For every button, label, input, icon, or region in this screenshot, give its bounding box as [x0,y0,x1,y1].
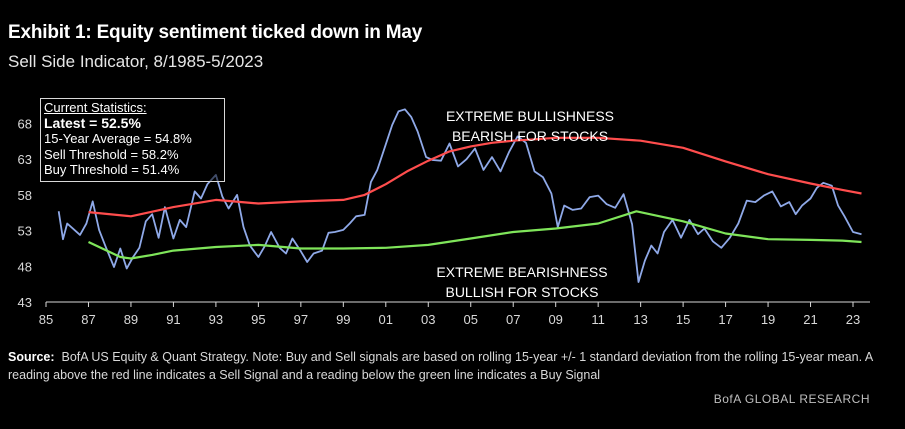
x-tick-label: 19 [761,312,775,327]
y-tick-label: 53 [18,224,32,239]
y-tick-label: 58 [18,188,32,203]
x-tick-label: 03 [421,312,435,327]
x-tick-label: 85 [39,312,53,327]
x-tick-label: 07 [506,312,520,327]
x-tick-label: 13 [633,312,647,327]
source-note: Source: BofA US Equity & Quant Strategy.… [8,348,888,384]
x-tick-label: 97 [294,312,308,327]
source-text: BofA US Equity & Quant Strategy. Note: B… [8,350,873,382]
y-tick-label: 63 [18,152,32,167]
annotation-bearish-line1: EXTREME BEARISHNESS [436,264,607,280]
stats-buy-threshold: Buy Threshold = 51.4% [44,162,180,177]
x-tick-label: 99 [336,312,350,327]
x-tick-label: 95 [251,312,265,327]
exhibit-subtitle: Sell Side Indicator, 8/1985-5/2023 [8,52,264,71]
y-tick-label: 68 [18,117,32,132]
series-group [57,108,862,283]
x-tick-label: 01 [379,312,393,327]
indicator-line [57,108,862,283]
stats-sell-threshold: Sell Threshold = 58.2% [44,146,179,162]
y-tick-label: 43 [18,295,32,310]
annotation-bearish-line2: BULLISH FOR STOCKS [445,284,598,300]
annotation-bullish-line2: BEARISH FOR STOCKS [452,128,608,144]
x-tick-label: 23 [846,312,860,327]
sell-threshold-line [88,136,862,218]
stats-heading: Current Statistics: [44,100,147,115]
x-tick-label: 17 [718,312,732,327]
x-tick-label: 09 [548,312,562,327]
stats-latest: Latest = 52.5% [44,114,141,131]
current-statistics-box: Current Statistics: Latest = 52.5% 15-Ye… [40,98,225,182]
x-axis-ticks: 85 87 89 91 93 95 97 99 01 03 05 07 09 11 13 15 17 19 21 23 [39,302,860,327]
brand-footer: BofA GLOBAL RESEARCH [713,392,870,406]
x-tick-label: 89 [124,312,138,327]
exhibit-title: Exhibit 1: Equity sentiment ticked down … [8,22,423,43]
x-tick-label: 05 [464,312,478,327]
y-axis-ticks: 43 48 53 58 63 68 [18,117,32,310]
x-tick-label: 91 [166,312,180,327]
x-tick-label: 87 [81,312,95,327]
buy-threshold-line [88,210,862,260]
source-label: Source: [8,350,55,364]
y-tick-label: 48 [18,259,32,274]
x-tick-label: 93 [209,312,223,327]
stats-15yr-average: 15-Year Average = 54.8% [44,131,192,146]
chart-canvas: 43 48 53 58 63 68 85 87 89 91 93 95 97 99 01 03 05 07 09 1… [18,108,870,327]
x-tick-label: 21 [803,312,817,327]
x-tick-label: 11 [591,312,605,327]
x-tick-label: 15 [676,312,690,327]
annotation-bullish-line1: EXTREME BULLISHNESS [446,108,614,124]
